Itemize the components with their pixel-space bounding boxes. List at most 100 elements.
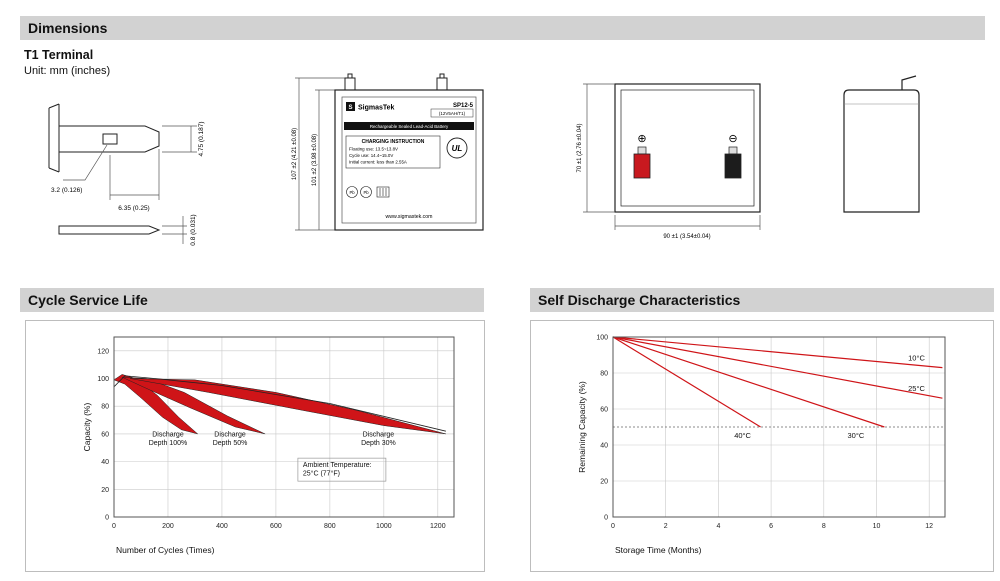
svg-text:25°C (77°F): 25°C (77°F) [303, 470, 340, 478]
charging-title: CHARGING INSTRUCTION [362, 139, 425, 145]
terminal-detail-drawing: 3.2 (0.126) 6.35 (0.25) 4.75 (0.187) 0.8… [48, 103, 205, 246]
brand-logo [346, 102, 355, 111]
svg-text:Depth 50%: Depth 50% [213, 440, 248, 447]
svg-text:12: 12 [925, 523, 933, 530]
svg-text:0: 0 [611, 523, 615, 530]
svg-text:25°C: 25°C [908, 384, 925, 393]
top-dim-width: 90 ±1 (3.54±0.04) [663, 234, 710, 240]
unit-note: Unit: mm (inches) [24, 65, 111, 77]
svg-text:0: 0 [105, 515, 109, 522]
svg-text:0: 0 [604, 515, 608, 522]
cycle-service-life-header-bar: Cycle Service Life [20, 288, 484, 312]
front-dim-case-height: 101 ±2 (3.98 ±0.08) [312, 134, 318, 186]
charging-line3: Initial current: less than 2.55A [349, 160, 407, 165]
pb-text-1: Pb [349, 190, 355, 195]
svg-text:10: 10 [873, 523, 881, 530]
negative-terminal-nub [728, 146, 738, 155]
self-discharge-header-bar: Self Discharge Characteristics [530, 288, 994, 312]
svg-text:100: 100 [97, 376, 109, 383]
terminal-dim-hole: 3.2 (0.126) [51, 187, 82, 194]
svg-text:100: 100 [596, 335, 608, 342]
svg-text:600: 600 [270, 523, 282, 530]
dimensions-header-text: Dimensions [28, 20, 108, 36]
svg-text:6: 6 [769, 523, 773, 530]
front-dimension-lines [295, 77, 347, 231]
svg-text:1200: 1200 [430, 523, 446, 530]
negative-terminal-symbol: ⊖ [728, 133, 737, 145]
cycle-service-life-plot: 0 200 400 600 800 1000 1200 0 20 40 60 80 100 120 Disc… [82, 336, 455, 555]
cycle-service-life-chart: 0 200 400 600 800 1000 1200 0 20 40 60 80 100 120 Disc… [25, 320, 485, 572]
top-view-inner-case [620, 89, 755, 207]
svg-text:60: 60 [101, 431, 109, 438]
cycle-service-life-header-text: Cycle Service Life [28, 292, 148, 308]
svg-text:40: 40 [101, 459, 109, 466]
svg-text:20: 20 [101, 487, 109, 494]
terminal-title: T1 Terminal [24, 48, 94, 62]
svg-text:200: 200 [162, 523, 174, 530]
pb-recycle-icon [346, 186, 358, 198]
website-text: www.sigmastek.com [386, 214, 433, 220]
top-view-outer-case [614, 83, 761, 213]
svg-text:800: 800 [324, 523, 336, 530]
svg-text:40: 40 [600, 443, 608, 450]
svg-text:40°C: 40°C [734, 431, 751, 440]
terminal-dimension-lines [63, 125, 197, 200]
positive-terminal-nub [637, 146, 647, 155]
self-discharge-chart: 0 2 4 6 8 10 12 0 20 40 60 80 100 10°C 25°C 30°C 40°C Sto… [530, 320, 994, 572]
cert-barcode-mark [376, 186, 390, 198]
svg-text:Capacity (%): Capacity (%) [82, 403, 92, 452]
ul-mark-circle [446, 137, 468, 159]
svg-text:Remaining Capacity (%): Remaining Capacity (%) [577, 381, 587, 473]
model-number: SP12-5 [453, 103, 474, 109]
positive-terminal-red [633, 153, 651, 179]
type-line: Rechargeable Sealed Lead-Acid Battery [370, 124, 449, 129]
negative-terminal-black [724, 153, 742, 179]
spec-text: (12V5AH/T1) [439, 111, 466, 116]
type-bar [344, 122, 474, 130]
pb-recycle-icon-2 [360, 186, 372, 198]
self-discharge-plot: 0 2 4 6 8 10 12 0 20 40 60 80 100 10°C 25°C 30°C 40°C Sto… [577, 335, 946, 555]
svg-text:Storage Time (Months): Storage Time (Months) [615, 545, 702, 555]
svg-text:30°C: 30°C [848, 431, 865, 440]
svg-text:Discharge: Discharge [363, 432, 395, 439]
side-view-case [843, 89, 920, 213]
svg-text:2: 2 [664, 523, 668, 530]
svg-text:80: 80 [600, 371, 608, 378]
svg-text:1000: 1000 [376, 523, 392, 530]
dimensions-header-bar: Dimensions [20, 16, 985, 40]
svg-text:Number of Cycles (Times): Number of Cycles (Times) [116, 545, 215, 555]
terminal-dim-width: 6.35 (0.25) [118, 205, 149, 212]
charging-line1: Floating use: 13.5~13.8V [349, 147, 398, 152]
svg-text:80: 80 [101, 404, 109, 411]
svg-text:Discharge: Discharge [152, 432, 184, 439]
svg-text:20: 20 [600, 479, 608, 486]
side-view-terminal-tab [901, 75, 917, 90]
battery-top-view-drawing: ⊕ ⊖ 70 ±1 (2.76 ±0.04) 90 ±1 (3.54±0.04) [577, 83, 761, 240]
svg-text:Ambient Temperature:: Ambient Temperature: [303, 462, 372, 469]
svg-text:120: 120 [97, 348, 109, 355]
battery-front-view-drawing: 107 ±2 (4.21 ±0.08) 101 ±2 (3.98 ±0.08) … [292, 73, 484, 231]
positive-terminal-symbol: ⊕ [637, 133, 646, 145]
svg-text:4: 4 [716, 523, 720, 530]
top-view-dimension-lines [583, 83, 761, 230]
svg-text:8: 8 [822, 523, 826, 530]
terminal-dim-height: 4.75 (0.187) [198, 121, 205, 156]
terminal-dim-thickness: 0.8 (0.031) [190, 214, 197, 245]
svg-text:Depth 100%: Depth 100% [149, 440, 188, 447]
svg-text:10°C: 10°C [908, 353, 925, 362]
self-discharge-header-text: Self Discharge Characteristics [538, 292, 741, 308]
svg-text:Discharge: Discharge [214, 432, 246, 439]
front-terminals [344, 73, 448, 91]
spec-box [430, 108, 474, 118]
top-dim-height: 70 ±1 (2.76 ±0.04) [577, 124, 583, 173]
brand-name: SigmasTek [358, 105, 395, 112]
charging-instruction-box [345, 135, 441, 169]
svg-text:60: 60 [600, 407, 608, 414]
terminal-thickness-dimension-lines [162, 216, 187, 244]
front-dim-total-height: 107 ±2 (4.21 ±0.08) [292, 128, 298, 180]
battery-label [341, 96, 477, 224]
pb-text-2: Pb [363, 190, 369, 195]
svg-text:0: 0 [112, 523, 116, 530]
ul-mark-text: UL [452, 144, 463, 153]
terminal-blade-side-view [58, 225, 161, 235]
